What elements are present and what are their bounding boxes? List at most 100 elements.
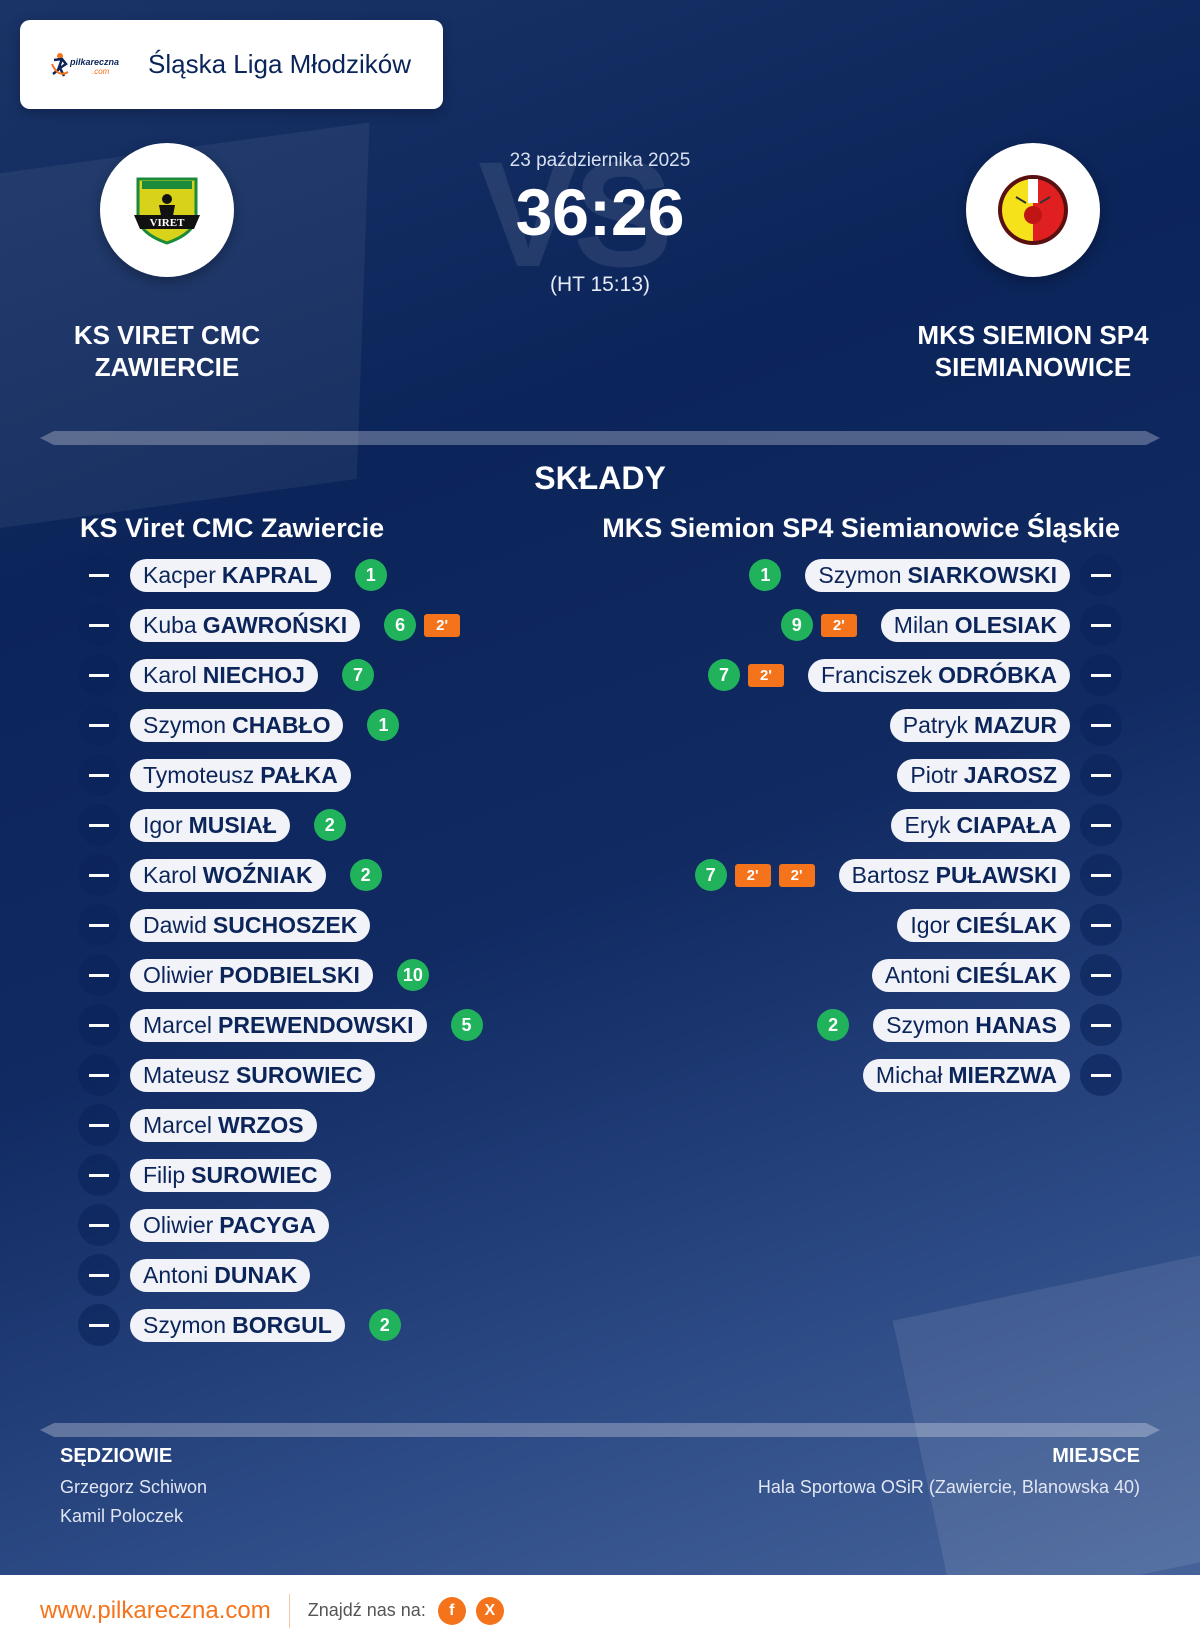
- position-dash-icon: [1080, 904, 1122, 946]
- home-lineup-heading: KS Viret CMC Zawiercie: [80, 513, 385, 543]
- player-name[interactable]: Bartosz PUŁAWSKI: [838, 858, 1070, 892]
- player-name[interactable]: Patryk MAZUR: [889, 708, 1070, 742]
- player-name[interactable]: Karol WOŹNIAK: [130, 858, 326, 892]
- player-name[interactable]: Franciszek ODRÓBKA: [807, 658, 1070, 692]
- goals-badge: 1: [749, 559, 782, 591]
- player-row: Szymon BORGUL 2: [78, 1304, 401, 1346]
- official-name: Grzegorz Schiwon: [60, 1477, 208, 1497]
- facebook-icon[interactable]: f: [437, 1596, 466, 1625]
- first-name: Oliwier: [143, 1211, 214, 1238]
- position-dash-icon: [78, 754, 120, 796]
- player-name[interactable]: Piotr JAROSZ: [897, 758, 1070, 792]
- player-name[interactable]: Marcel PREWENDOWSKI: [130, 1008, 427, 1042]
- player-name[interactable]: Marcel WRZOS: [130, 1108, 317, 1142]
- player-stats: 1: [367, 709, 400, 741]
- last-name: PACYGA: [219, 1211, 316, 1238]
- suspension-badge: 2': [734, 863, 771, 887]
- footer-separator: [288, 1593, 290, 1628]
- position-dash-icon: [1080, 1054, 1122, 1096]
- svg-text:VIRET: VIRET: [150, 217, 186, 229]
- away-team-name[interactable]: MKS SIEMION SP4 SIEMIANOWICE: [883, 319, 1183, 383]
- first-name: Tymoteusz: [143, 761, 255, 788]
- first-name: Oliwier: [143, 961, 214, 988]
- player-row: Karol WOŹNIAK 2: [78, 854, 382, 896]
- player-name[interactable]: Tymoteusz PAŁKA: [130, 758, 351, 792]
- away-lineup-heading: MKS Siemion SP4 Siemianowice Śląskie: [602, 513, 1120, 543]
- venue-value: Hala Sportowa OSiR (Zawiercie, Blanowska…: [757, 1477, 1140, 1497]
- player-name[interactable]: Oliwier PACYGA: [130, 1208, 329, 1242]
- last-name: MAZUR: [973, 711, 1057, 738]
- player-row: Igor CIEŚLAK: [897, 904, 1122, 946]
- last-name: CIEŚLAK: [956, 911, 1057, 938]
- position-dash-icon: [1080, 954, 1122, 996]
- last-name: SUROWIEC: [235, 1061, 363, 1088]
- suspension-badge: 2': [778, 863, 815, 887]
- player-name[interactable]: Dawid SUCHOSZEK: [130, 908, 371, 942]
- player-stats: 2: [349, 859, 382, 891]
- last-name: MUSIAŁ: [188, 811, 277, 838]
- player-row: Marcel PREWENDOWSKI 5: [78, 1004, 483, 1046]
- svg-text:.com: .com: [92, 67, 110, 76]
- footer: www.pilkareczna.com Znajdź nas na: f X: [0, 1575, 1200, 1646]
- player-stats: 7 2' 2': [694, 859, 815, 891]
- player-name[interactable]: Antoni DUNAK: [130, 1258, 311, 1292]
- last-name: GAWROŃSKI: [202, 611, 348, 638]
- player-row: Filip SUROWIEC: [78, 1154, 331, 1196]
- player-name[interactable]: Kacper KAPRAL: [130, 558, 331, 592]
- last-name: SUROWIEC: [191, 1161, 318, 1188]
- suspension-badge: 2': [820, 613, 857, 637]
- player-stats: 2: [313, 809, 346, 841]
- league-card: pilkareczna .com Śląska Liga Młodzików: [20, 20, 443, 109]
- goals-badge: 1: [367, 709, 400, 741]
- player-stats: 2: [368, 1309, 401, 1341]
- name-line: MKS SIEMION SP4: [917, 320, 1149, 350]
- player-row: Milan OLESIAK 9 2': [780, 604, 1122, 646]
- player-name[interactable]: Kuba GAWROŃSKI: [130, 608, 361, 642]
- position-dash-icon: [1080, 754, 1122, 796]
- svg-text:pilkareczna: pilkareczna: [69, 57, 119, 67]
- player-name[interactable]: Mateusz SUROWIEC: [130, 1058, 376, 1092]
- siemion-lynx-crest-icon: [998, 175, 1068, 245]
- player-name[interactable]: Antoni CIEŚLAK: [871, 958, 1070, 992]
- player-name[interactable]: Karol NIECHOJ: [130, 658, 318, 692]
- player-name[interactable]: Szymon HANAS: [873, 1008, 1070, 1042]
- player-name[interactable]: Eryk CIAPAŁA: [891, 808, 1070, 842]
- last-name: KAPRAL: [221, 561, 318, 588]
- site-link[interactable]: www.pilkareczna.com: [40, 1596, 271, 1624]
- player-name[interactable]: Oliwier PODBIELSKI: [130, 958, 373, 992]
- pilkareczna-logo[interactable]: pilkareczna .com: [50, 50, 130, 80]
- x-icon[interactable]: X: [475, 1596, 504, 1625]
- lineups-title: SKŁADY: [534, 460, 666, 496]
- last-name: HANAS: [975, 1011, 1057, 1038]
- viret-crest-icon: VIRET: [134, 177, 200, 245]
- first-name: Dawid: [143, 911, 207, 938]
- goals-badge: 7: [694, 859, 727, 891]
- player-name[interactable]: Milan OLESIAK: [880, 608, 1070, 642]
- first-name: Mateusz: [143, 1061, 230, 1088]
- position-dash-icon: [78, 804, 120, 846]
- goals-badge: 2: [349, 859, 382, 891]
- player-name[interactable]: Szymon SIARKOWSKI: [805, 558, 1070, 592]
- player-name[interactable]: Filip SUROWIEC: [130, 1158, 331, 1192]
- player-name[interactable]: Igor MUSIAŁ: [130, 808, 290, 842]
- last-name: PAŁKA: [260, 761, 338, 788]
- league-title: Śląska Liga Młodzików: [148, 49, 412, 79]
- first-name: Szymon: [143, 711, 227, 738]
- first-name: Eryk: [904, 811, 951, 838]
- player-name[interactable]: Szymon BORGUL: [130, 1308, 345, 1342]
- first-name: Marcel: [143, 1011, 213, 1038]
- home-team-crest[interactable]: VIRET: [100, 143, 234, 277]
- goals-badge: 2: [368, 1309, 401, 1341]
- home-team-name[interactable]: KS VIRET CMC ZAWIERCIE: [17, 319, 317, 383]
- away-team-crest[interactable]: [966, 143, 1100, 277]
- player-row: Marcel WRZOS: [78, 1104, 317, 1146]
- first-name: Antoni: [143, 1261, 209, 1288]
- player-name[interactable]: Igor CIEŚLAK: [897, 908, 1070, 942]
- player-name[interactable]: Michał MIERZWA: [862, 1058, 1070, 1092]
- first-name: Franciszek: [820, 661, 933, 688]
- first-name: Igor: [910, 911, 951, 938]
- player-stats: 7: [341, 659, 374, 691]
- last-name: OLESIAK: [954, 611, 1057, 638]
- position-dash-icon: [78, 954, 120, 996]
- player-name[interactable]: Szymon CHABŁO: [130, 708, 344, 742]
